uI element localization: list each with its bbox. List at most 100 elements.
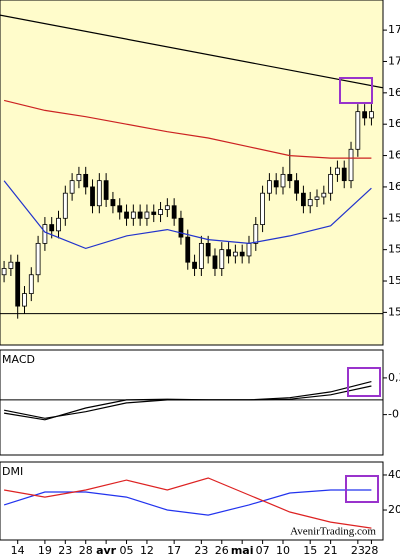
- y-tick-label: 0,3: [388, 371, 400, 384]
- y-tick-label: 16: [388, 117, 400, 130]
- y-tick-label: 16: [388, 86, 400, 99]
- candle-body: [266, 180, 272, 194]
- candle-body: [144, 211, 150, 219]
- candle-body: [185, 236, 191, 263]
- y-tick-label: 15: [388, 274, 400, 287]
- candle-body: [198, 242, 204, 269]
- candle-body: [273, 180, 279, 188]
- candle-body: [328, 173, 334, 194]
- candle-body: [192, 261, 197, 269]
- highlight-box: [345, 475, 379, 503]
- candle-body: [158, 209, 163, 215]
- candle-body: [321, 192, 327, 198]
- candle-body: [301, 192, 306, 207]
- candle-body: [355, 111, 361, 150]
- candle-body: [369, 111, 374, 119]
- line: [3, 489, 372, 516]
- panel-title: DMI: [2, 465, 23, 478]
- x-tick-label: 21: [324, 544, 338, 557]
- candle-body: [205, 242, 211, 257]
- candle-body: [69, 180, 75, 194]
- candle-body: [164, 205, 170, 210]
- x-tick-label: 10: [276, 544, 290, 557]
- candle-body: [1, 268, 7, 276]
- x-tick-label: 23: [194, 544, 208, 557]
- candle-body: [22, 293, 27, 307]
- candle-body: [307, 199, 313, 207]
- candle-body: [130, 211, 136, 219]
- candle-body: [171, 205, 177, 219]
- watermark: AvenirTrading.com: [290, 526, 376, 538]
- candle-body: [90, 186, 95, 207]
- candle-body: [212, 255, 218, 269]
- candle-body: [96, 180, 102, 207]
- panel-background: [0, 461, 384, 541]
- candle-body: [151, 211, 157, 215]
- x-tick-label: 23: [351, 544, 365, 557]
- panel-background: [0, 349, 384, 456]
- y-tick-label: 15: [388, 243, 400, 256]
- x-tick-label: 23: [58, 544, 72, 557]
- panel-background: [0, 0, 384, 346]
- line: [3, 385, 372, 419]
- line: [3, 477, 372, 529]
- candle-body: [253, 224, 259, 244]
- y-tick-label: 16: [388, 180, 400, 193]
- candle-body: [62, 192, 68, 219]
- candle-body: [103, 180, 109, 200]
- y-tick-label: 15: [388, 211, 400, 224]
- candle-body: [42, 224, 48, 244]
- panel-title: MACD: [2, 353, 35, 366]
- candle-body: [219, 249, 225, 269]
- x-tick-label: 14: [11, 544, 25, 557]
- line: [0, 14, 384, 89]
- candle-body: [110, 199, 116, 207]
- candle-body: [178, 217, 184, 238]
- candle-body: [287, 173, 293, 182]
- candle-body: [348, 148, 354, 182]
- y-tick-label: 17: [388, 23, 400, 36]
- candle-body: [239, 251, 245, 257]
- candle-body: [362, 111, 368, 119]
- candle-body: [341, 167, 347, 182]
- x-tick-label: 12: [140, 544, 154, 557]
- candle-body: [56, 217, 61, 232]
- candle-body: [226, 249, 231, 257]
- y-tick-label: 16: [388, 149, 400, 162]
- candle-body: [117, 205, 123, 213]
- line: [3, 180, 372, 250]
- y-tick-label: 17: [388, 54, 400, 67]
- y-tick-label: 20: [388, 503, 400, 516]
- candle-body: [8, 261, 14, 269]
- x-tick-label: 26: [215, 544, 229, 557]
- highlight-box: [339, 77, 373, 104]
- highlight-box: [347, 367, 381, 397]
- candle-body: [294, 180, 300, 194]
- x-tick-label: 28: [364, 544, 378, 557]
- line: [3, 99, 372, 159]
- x-tick-label: 17: [167, 544, 181, 557]
- x-tick-label: avr: [96, 544, 117, 557]
- y-tick-label: 15: [388, 305, 400, 318]
- candle-body: [83, 173, 89, 188]
- candle-body: [260, 192, 265, 225]
- candle-body: [246, 242, 252, 257]
- x-tick-label: 19: [38, 544, 52, 557]
- y-tick-label: -0: [388, 408, 399, 421]
- y-tick-label: 40: [388, 468, 400, 481]
- candle-body: [335, 167, 340, 175]
- candle-body: [49, 224, 55, 232]
- candle-body: [280, 173, 286, 188]
- candle-body: [232, 251, 238, 257]
- x-tick-label: 15: [303, 544, 317, 557]
- x-tick-label: 07: [256, 544, 270, 557]
- candle-body: [28, 274, 34, 294]
- x-tick-label: mai: [231, 544, 254, 557]
- candle-body: [137, 211, 143, 219]
- x-tick-label: 28: [79, 544, 93, 557]
- candle-body: [124, 211, 129, 219]
- x-tick-label: 05: [120, 544, 134, 557]
- candle-body: [76, 173, 82, 182]
- candle-body: [35, 242, 41, 276]
